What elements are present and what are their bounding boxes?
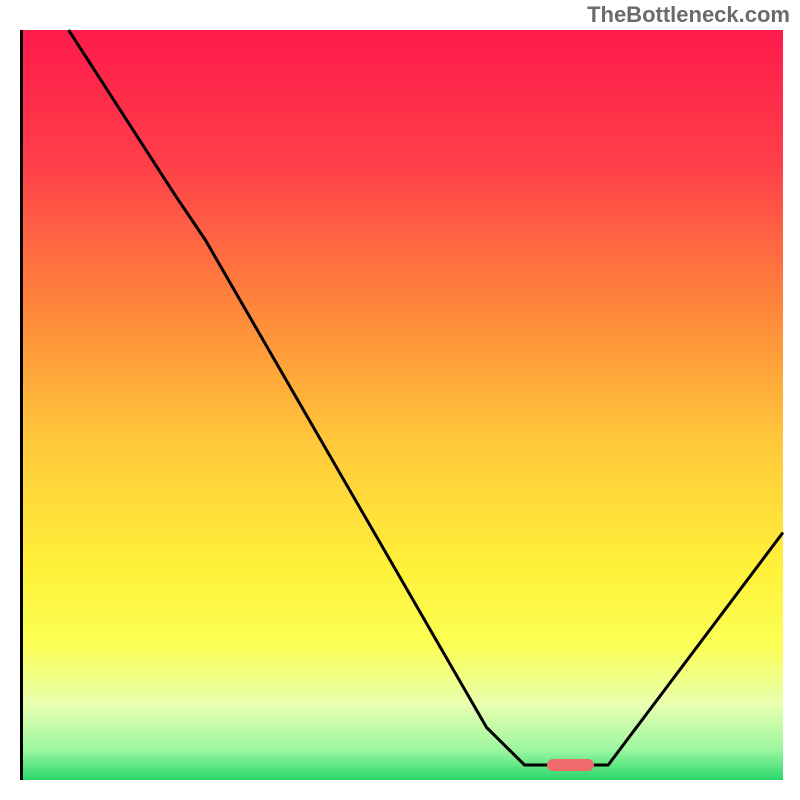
curve-layer <box>23 30 783 780</box>
optimal-marker <box>547 759 594 770</box>
plot-area <box>20 30 780 780</box>
watermark-text: TheBottleneck.com <box>587 2 790 28</box>
gradient-background <box>23 30 783 780</box>
bottleneck-chart: TheBottleneck.com <box>0 0 800 800</box>
